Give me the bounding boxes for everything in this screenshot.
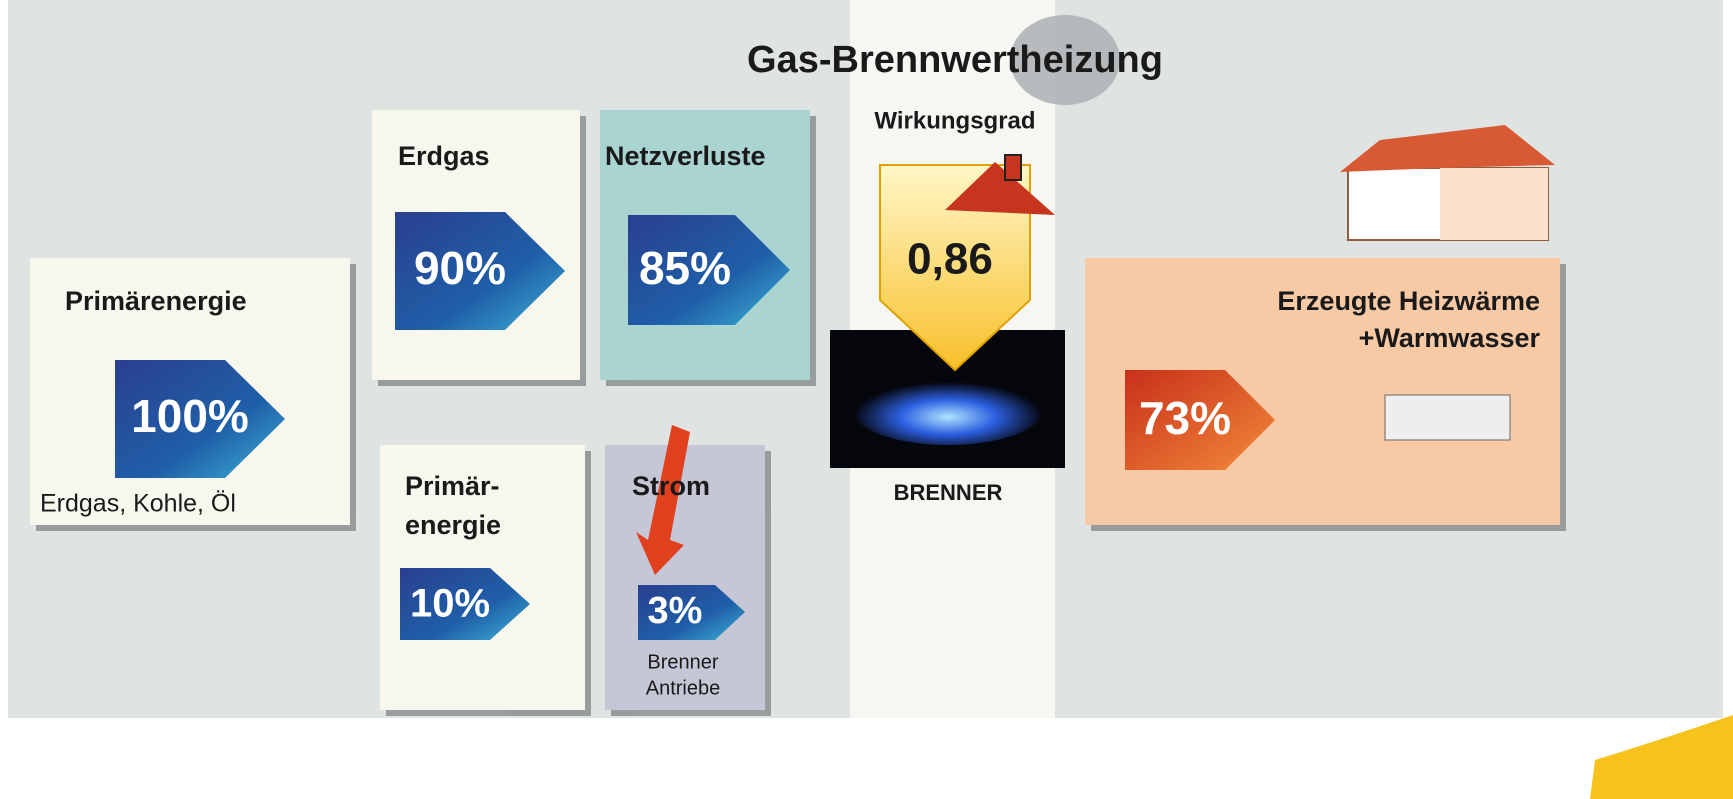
box-value: 10%	[410, 582, 490, 626]
box-value: 85%	[639, 242, 731, 294]
box-note: Brenner	[647, 651, 718, 673]
box-title: Erdgas	[398, 141, 490, 171]
box-title: +Warmwasser	[1359, 323, 1541, 353]
box-title: Strom	[632, 471, 710, 501]
efficiency: 0,86	[907, 235, 993, 284]
infographic: Gas-Brennwertheizung Wirkungsgrad 0,86 B…	[0, 0, 1733, 799]
boiler-label: Wirkungsgrad	[874, 107, 1035, 134]
box-title: Primär-	[405, 471, 500, 501]
box-value: 73%	[1139, 392, 1231, 444]
flame	[853, 375, 1043, 445]
box-title: Primärenergie	[65, 286, 247, 316]
box-note: Erdgas, Kohle, Öl	[40, 490, 236, 518]
radiator-icon	[1385, 395, 1510, 440]
page: Gas-Brennwertheizung Wirkungsgrad 0,86 B…	[0, 0, 1733, 799]
box-value: 100%	[131, 390, 249, 442]
box-title: energie	[405, 510, 501, 540]
box-value: 3%	[648, 590, 703, 632]
box-title: Netzverluste	[605, 141, 766, 171]
boiler-caption: BRENNER	[894, 480, 1003, 505]
box-title: Erzeugte Heizwärme	[1277, 286, 1540, 316]
box-note: Antriebe	[646, 677, 721, 699]
title: Gas-Brennwertheizung	[747, 39, 1163, 81]
chimney	[1005, 155, 1021, 180]
box-value: 90%	[414, 242, 506, 294]
